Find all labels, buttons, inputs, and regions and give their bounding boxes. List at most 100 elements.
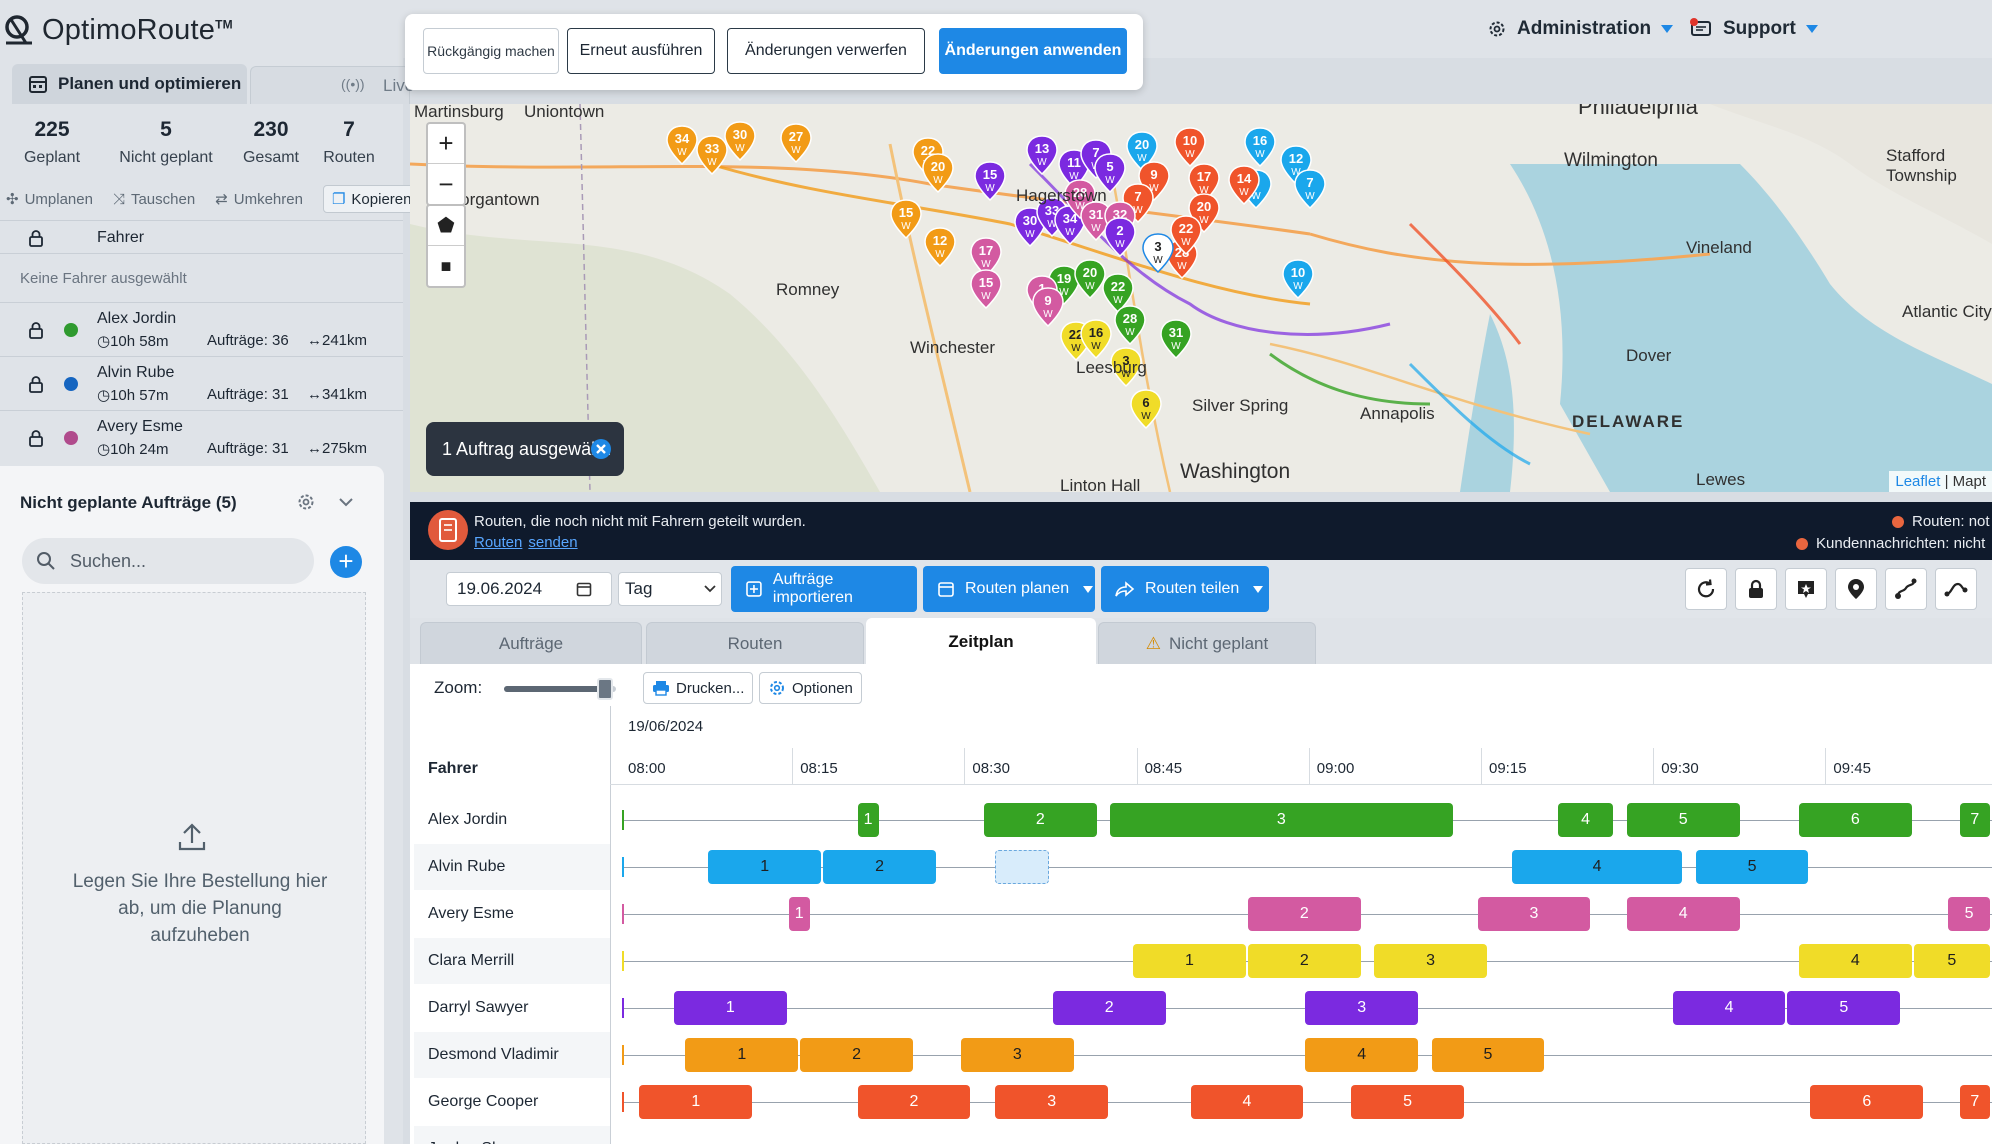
map-marker[interactable]: 22W: [1102, 273, 1134, 314]
map-marker[interactable]: 31W: [1080, 201, 1112, 242]
map-marker[interactable]: 14W: [1228, 165, 1260, 206]
map-marker[interactable]: 12W: [924, 227, 956, 268]
map-marker-type: W: [1305, 191, 1315, 202]
lock-routes-button[interactable]: [1735, 568, 1777, 610]
driver-row[interactable]: Alvin Rube ◷10h 57m Aufträge: 31 ↔341km: [0, 356, 403, 410]
map-marker[interactable]: 15W: [970, 269, 1002, 310]
lock-icon[interactable]: [28, 375, 44, 393]
tab-schedule[interactable]: Zeitplan: [866, 618, 1096, 664]
administration-menu[interactable]: Administration: [1487, 18, 1674, 40]
draw-rectangle-button[interactable]: ■: [428, 246, 464, 286]
map-marker[interactable]: 7W: [1294, 169, 1326, 210]
map-marker[interactable]: 27W: [780, 123, 812, 164]
map-marker[interactable]: 10W: [1174, 127, 1206, 168]
map-marker[interactable]: 33W: [696, 135, 728, 176]
map-marker[interactable]: 15W: [890, 199, 922, 240]
plan-routes-button[interactable]: Routen planen: [923, 566, 1095, 612]
lock-icon[interactable]: [28, 429, 44, 447]
route-display-button[interactable]: [1935, 568, 1977, 610]
undo-button[interactable]: Rückgängig machen: [423, 28, 559, 74]
map-marker[interactable]: 3W: [1142, 233, 1174, 274]
tab-routes[interactable]: Routen: [646, 622, 864, 664]
view-select[interactable]: Tag: [618, 572, 722, 606]
pin-routes-button[interactable]: [1785, 568, 1827, 610]
add-order-button[interactable]: +: [330, 546, 362, 578]
share-routes-button[interactable]: Routen teilen: [1101, 566, 1269, 612]
map-marker-number: 9: [1150, 167, 1157, 182]
close-icon[interactable]: [590, 438, 612, 460]
drop-zone[interactable]: [22, 592, 366, 1144]
zoom-out-button[interactable]: −: [438, 168, 454, 199]
support-menu[interactable]: Support: [1689, 18, 1818, 40]
tab-plan-label: Planen und optimieren: [58, 74, 242, 93]
map-marker[interactable]: 17W: [970, 237, 1002, 278]
date-picker[interactable]: 19.06.2024: [446, 572, 612, 606]
map-marker-type: W: [1149, 183, 1159, 194]
map-marker[interactable]: 16W: [1244, 127, 1276, 168]
highway-road: [888, 143, 972, 492]
map-marker[interactable]: 10W: [1282, 259, 1314, 300]
lock-icon[interactable]: [28, 321, 44, 339]
map-marker-type: W: [1185, 149, 1195, 160]
schedule-panel: [410, 664, 1992, 1144]
map-marker[interactable]: 20W: [1074, 259, 1106, 300]
map-marker[interactable]: 9W: [1032, 287, 1064, 328]
location-button[interactable]: [1835, 568, 1877, 610]
map-marker[interactable]: 3W: [1110, 347, 1142, 388]
map-marker[interactable]: 5W: [1094, 153, 1126, 194]
refresh-button[interactable]: [1685, 568, 1727, 610]
map-marker[interactable]: 15W: [974, 161, 1006, 202]
map-marker[interactable]: 31W: [1160, 319, 1192, 360]
zoom-slider-handle[interactable]: [596, 678, 613, 700]
driver-distance-value: 275km: [322, 440, 368, 457]
lock-icon[interactable]: [28, 229, 44, 247]
map-marker[interactable]: 22W: [1170, 215, 1202, 256]
map-marker[interactable]: 13W: [1026, 135, 1058, 176]
copy-button[interactable]: ❐ Kopieren: [322, 185, 421, 213]
share-arrow-icon: [1115, 581, 1135, 597]
swap-button[interactable]: ⤨ Tauschen: [113, 191, 195, 208]
map-marker-type: W: [1105, 175, 1115, 186]
map-marker[interactable]: 6W: [1130, 389, 1162, 430]
tab-live[interactable]: ((•)) Live: [250, 66, 414, 104]
send-link[interactable]: senden: [528, 534, 578, 551]
options-button[interactable]: Optionen: [759, 672, 862, 704]
chevron-down-icon[interactable]: [338, 496, 354, 508]
map-marker-number: 20: [1083, 265, 1097, 280]
map-marker[interactable]: 2W: [1104, 217, 1136, 258]
tab-plan-optimize[interactable]: Planen und optimieren: [12, 64, 247, 104]
route-actions-row: ✣ Umplanen ⤨ Tauschen ⇄ Umkehren ❐ Kopie…: [0, 184, 421, 214]
map-marker[interactable]: 30W: [724, 121, 756, 162]
gear-icon[interactable]: [296, 492, 316, 512]
import-orders-button[interactable]: Aufträge importieren: [731, 566, 917, 612]
tab-orders[interactable]: Aufträge: [420, 622, 642, 664]
zoom-in-button[interactable]: +: [428, 124, 464, 164]
routes-link[interactable]: Routen: [474, 534, 523, 551]
driver-row[interactable]: Alex Jordin ◷10h 58m Aufträge: 36 ↔241km: [0, 302, 403, 356]
route-map[interactable]: 34W33W30W27W22W20W15W12W13W11W7W5W15W30W…: [410, 104, 1992, 492]
route-path-button[interactable]: [1885, 568, 1927, 610]
search-input[interactable]: Suchen...: [22, 538, 314, 584]
apply-changes-button[interactable]: Änderungen anwenden: [939, 28, 1127, 74]
map-marker[interactable]: 34W: [666, 125, 698, 166]
reverse-button[interactable]: ⇄ Umkehren: [215, 190, 303, 209]
discard-changes-button[interactable]: Änderungen verwerfen: [727, 28, 925, 74]
brand-logo[interactable]: OptimoRouteTM: [4, 8, 233, 52]
map-marker[interactable]: 28W: [1114, 305, 1146, 346]
print-button[interactable]: Drucken...: [643, 672, 754, 704]
driver-color-dot: [64, 323, 78, 337]
sidebar-scrollbar[interactable]: [384, 466, 403, 1144]
driver-row[interactable]: Avery Esme ◷10h 24m Aufträge: 31 ↔275km: [0, 410, 403, 464]
map-marker-number: 3: [1122, 353, 1129, 368]
map-marker[interactable]: 20W: [922, 153, 954, 194]
redo-button[interactable]: Erneut ausführen: [567, 28, 715, 74]
leaflet-link[interactable]: Leaflet: [1895, 473, 1941, 490]
map-marker[interactable]: 17W: [1188, 163, 1220, 204]
map-marker-number: 30: [1023, 213, 1037, 228]
driver-duration: ◷10h 58m: [97, 332, 207, 350]
map-marker[interactable]: 16W: [1080, 319, 1112, 360]
tab-unplanned[interactable]: ⚠ Nicht geplant: [1098, 622, 1316, 664]
square-icon: ■: [440, 255, 452, 276]
draw-polygon-button[interactable]: ⬟: [428, 206, 464, 246]
replan-button[interactable]: ✣ Umplanen: [6, 190, 93, 209]
